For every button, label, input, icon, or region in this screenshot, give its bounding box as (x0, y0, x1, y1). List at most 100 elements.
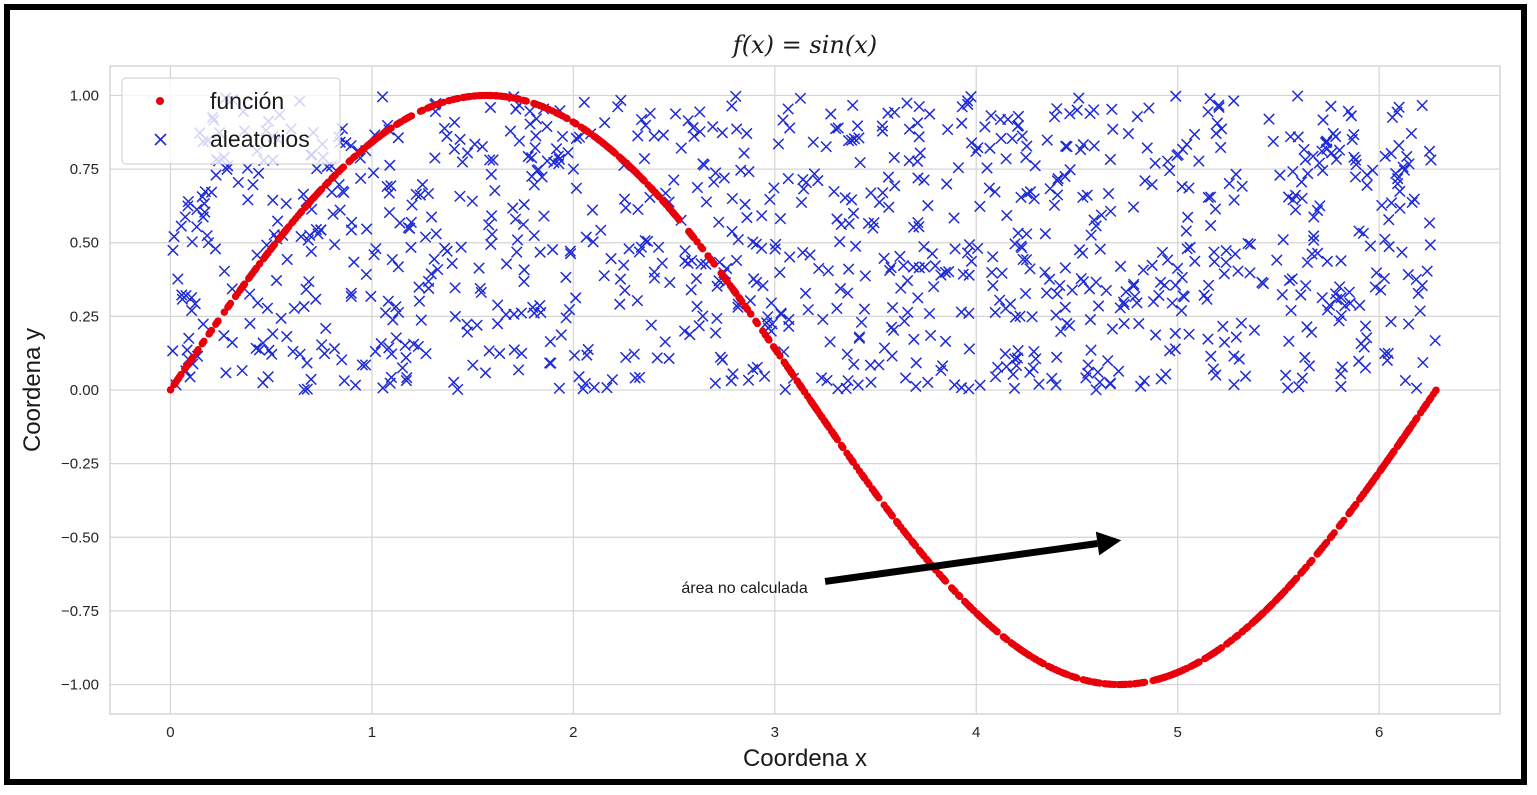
point-aleatorio (859, 270, 872, 282)
point-aleatorio (179, 211, 191, 223)
point-aleatorio (588, 381, 600, 394)
point-aleatorio (782, 320, 795, 333)
point-funcion (830, 431, 838, 439)
point-funcion (800, 388, 809, 396)
point-funcion (948, 584, 956, 592)
point-aleatorio (369, 345, 382, 358)
point-aleatorio (1104, 205, 1117, 218)
point-aleatorio (1075, 272, 1087, 285)
point-aleatorio (564, 245, 577, 257)
point-aleatorio (422, 187, 435, 200)
point-aleatorio (270, 274, 283, 287)
point-funcion (288, 219, 296, 227)
point-aleatorio (1009, 238, 1021, 250)
point-aleatorio (451, 383, 464, 396)
point-funcion (685, 228, 693, 236)
point-aleatorio (185, 291, 198, 304)
point-aleatorio (682, 115, 694, 127)
point-aleatorio (1424, 239, 1437, 251)
point-aleatorio (979, 121, 991, 133)
point-aleatorio (882, 171, 895, 183)
point-aleatorio (336, 354, 348, 366)
point-aleatorio (334, 204, 346, 216)
point-aleatorio (755, 209, 768, 222)
point-aleatorio (210, 169, 222, 181)
point-aleatorio (926, 247, 939, 260)
point-aleatorio (1406, 196, 1418, 209)
point-funcion (918, 550, 926, 558)
point-aleatorio (832, 382, 844, 395)
point-aleatorio (253, 344, 266, 356)
point-funcion (189, 353, 197, 362)
point-aleatorio (376, 91, 389, 103)
point-aleatorio (768, 182, 780, 194)
point-aleatorio (709, 167, 722, 179)
point-aleatorio (1308, 211, 1320, 223)
point-aleatorio (726, 100, 738, 112)
point-aleatorio (847, 207, 860, 220)
point-aleatorio (1358, 341, 1370, 353)
point-aleatorio (375, 337, 387, 350)
point-funcion (225, 302, 233, 310)
point-aleatorio (1082, 359, 1094, 371)
point-aleatorio (1391, 177, 1404, 190)
point-aleatorio (425, 211, 438, 223)
point-funcion (450, 95, 459, 103)
point-aleatorio (405, 241, 417, 254)
point-aleatorio (384, 377, 396, 389)
point-funcion (1057, 668, 1066, 676)
point-aleatorio (883, 201, 895, 213)
chart-title: f(x) = sin(x) (731, 31, 877, 59)
point-aleatorio (648, 130, 660, 142)
point-aleatorio (567, 163, 580, 175)
point-aleatorio (716, 127, 729, 139)
point-funcion (816, 410, 824, 418)
point-aleatorio (730, 254, 743, 267)
point-funcion (1288, 579, 1296, 588)
point-aleatorio (474, 282, 486, 295)
point-aleatorio (1112, 365, 1125, 377)
point-funcion (1399, 435, 1407, 443)
point-aleatorio (1397, 161, 1409, 173)
point-funcion (369, 137, 377, 146)
point-aleatorio (1011, 352, 1024, 364)
point-aleatorio (1232, 265, 1244, 277)
point-aleatorio (1161, 155, 1174, 167)
point-aleatorio (1359, 362, 1372, 374)
point-aleatorio (416, 178, 429, 191)
point-aleatorio (922, 376, 934, 389)
point-funcion (909, 539, 917, 547)
point-aleatorio (1314, 200, 1326, 212)
point-funcion (1208, 650, 1217, 658)
point-aleatorio (431, 263, 444, 276)
point-aleatorio (486, 228, 498, 241)
point-aleatorio (1146, 178, 1158, 191)
point-aleatorio (250, 342, 262, 355)
point-aleatorio (1208, 246, 1220, 258)
point-aleatorio (167, 244, 179, 257)
point-aleatorio (382, 295, 395, 307)
point-aleatorio (927, 280, 940, 293)
point-aleatorio (1041, 134, 1053, 146)
point-aleatorio (1398, 164, 1411, 177)
point-aleatorio (657, 129, 670, 141)
point-aleatorio (784, 122, 796, 134)
point-aleatorio (1189, 255, 1201, 267)
point-aleatorio (1385, 197, 1398, 209)
point-aleatorio (487, 154, 499, 166)
point-aleatorio (845, 194, 858, 206)
point-aleatorio (996, 267, 1008, 280)
y-tick-label: 1.00 (70, 87, 99, 104)
point-funcion (310, 193, 318, 202)
point-aleatorio (529, 142, 541, 154)
point-funcion (1238, 627, 1247, 636)
point-aleatorio (1408, 193, 1421, 205)
point-aleatorio (1423, 217, 1436, 229)
point-aleatorio (1021, 140, 1033, 152)
point-funcion (888, 512, 896, 520)
point-aleatorio (1001, 209, 1013, 222)
point-aleatorio (1009, 311, 1022, 323)
point-aleatorio (485, 168, 498, 181)
point-aleatorio (929, 260, 942, 272)
point-aleatorio (852, 379, 864, 391)
